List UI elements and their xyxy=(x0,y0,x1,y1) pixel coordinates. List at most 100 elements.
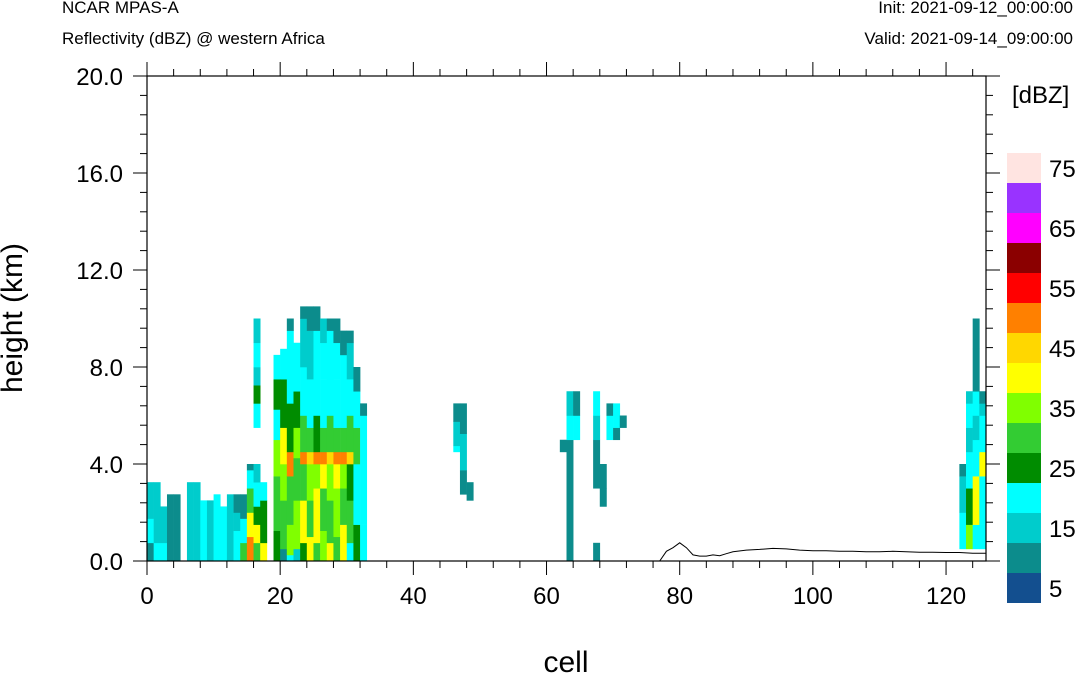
reflectivity-cell xyxy=(326,500,334,544)
reflectivity-cell xyxy=(346,379,354,416)
y-axis-title: height (km) xyxy=(0,243,29,393)
reflectivity-cell xyxy=(959,464,967,477)
reflectivity-cell xyxy=(300,451,308,465)
reflectivity-cell xyxy=(173,494,181,562)
reflectivity-cell xyxy=(300,318,308,368)
reflectivity-cell xyxy=(333,342,341,380)
colorbar-label: 5 xyxy=(1049,576,1062,603)
reflectivity-cell xyxy=(226,494,234,562)
colorbar-swatch xyxy=(1007,303,1041,333)
reflectivity-cell xyxy=(340,391,348,428)
reflectivity-cell xyxy=(599,464,607,489)
y-axis-ticks: 0.0 4.0 8.0 12.0 16.0 20.0 xyxy=(76,64,1000,576)
x-tick-label: 60 xyxy=(533,583,560,610)
y-tick-label: 16.0 xyxy=(76,161,123,188)
reflectivity-cell xyxy=(313,367,321,416)
reflectivity-cell xyxy=(346,500,354,544)
y-tick-label: 4.0 xyxy=(90,452,123,479)
reflectivity-cell xyxy=(326,330,334,368)
reflectivity-cell xyxy=(966,403,973,428)
reflectivity-cell xyxy=(253,464,261,483)
reflectivity-cell xyxy=(333,488,341,538)
reflectivity-cell xyxy=(240,518,248,544)
colorbar-swatch xyxy=(1007,273,1041,303)
reflectivity-cell xyxy=(306,330,314,380)
reflectivity-cell xyxy=(293,391,301,428)
reflectivity-cell xyxy=(340,451,348,465)
reflectivity-cell xyxy=(280,500,288,550)
colorbar-label: 45 xyxy=(1049,336,1076,363)
reflectivity-cell xyxy=(253,506,261,525)
reflectivity-cell xyxy=(306,464,314,501)
colorbar-label: 65 xyxy=(1049,216,1076,243)
reflectivity-cell xyxy=(320,318,328,344)
reflectivity-cell xyxy=(979,476,987,525)
reflectivity-cell xyxy=(286,451,294,477)
reflectivity-cell xyxy=(979,403,987,416)
x-tick-label: 80 xyxy=(666,583,693,610)
reflectivity-cell xyxy=(333,451,341,465)
reflectivity-cell xyxy=(972,348,980,392)
colorbar-swatch xyxy=(1007,393,1041,423)
reflectivity-cell xyxy=(340,464,348,489)
reflectivity-cell xyxy=(593,542,601,562)
colorbar-swatch xyxy=(1007,543,1041,573)
reflectivity-cell xyxy=(253,403,261,428)
reflectivity-cell xyxy=(966,391,973,404)
reflectivity-cell xyxy=(233,530,241,562)
reflectivity-cell xyxy=(293,548,301,562)
colorbar-swatch xyxy=(1007,183,1041,213)
reflectivity-cell xyxy=(246,470,254,489)
colorbar-label: 25 xyxy=(1049,456,1076,483)
x-axis-ticks: 0 20 40 60 80 100 120 xyxy=(140,62,974,610)
reflectivity-cell xyxy=(306,451,314,465)
reflectivity-cell xyxy=(353,391,361,428)
reflectivity-cell xyxy=(966,451,973,489)
reflectivity-cell xyxy=(972,439,980,477)
reflectivity-cell xyxy=(320,342,328,380)
reflectivity-cell xyxy=(313,330,321,368)
reflectivity-cell xyxy=(320,464,328,489)
reflectivity-cell xyxy=(360,488,368,525)
x-tick-label: 0 xyxy=(140,583,153,610)
reflectivity-cell xyxy=(340,427,348,453)
reflectivity-cell xyxy=(300,367,308,416)
reflectivity-cell xyxy=(293,427,301,459)
reflectivity-cell xyxy=(186,482,194,562)
colorbar-label: 15 xyxy=(1049,516,1076,543)
reflectivity-cell xyxy=(286,318,294,331)
colorbar-swatch xyxy=(1007,243,1041,273)
reflectivity-cell xyxy=(320,451,328,465)
reflectivity-cell xyxy=(573,391,581,416)
reflectivity-cell xyxy=(273,409,281,441)
reflectivity-cell xyxy=(280,464,288,501)
reflectivity-cell xyxy=(273,354,281,380)
reflectivity-cell xyxy=(593,415,601,441)
reflectivity-cell xyxy=(313,415,321,453)
reflectivity-cell xyxy=(353,464,361,525)
reflectivity-cell xyxy=(253,524,261,544)
reflectivity-cell xyxy=(260,482,268,501)
colorbar-label: 35 xyxy=(1049,396,1076,423)
reflectivity-cell xyxy=(233,494,241,513)
colorbar-swatch xyxy=(1007,153,1041,183)
y-tick-label: 12.0 xyxy=(76,258,123,285)
reflectivity-cell xyxy=(360,403,368,416)
reflectivity-cell xyxy=(253,385,261,404)
y-tick-label: 8.0 xyxy=(90,355,123,382)
colorbar-swatch xyxy=(1007,483,1041,513)
reflectivity-cell xyxy=(320,427,328,453)
reflectivity-cell xyxy=(253,542,261,562)
reflectivity-cell xyxy=(286,476,294,525)
reflectivity-cell xyxy=(613,403,621,428)
reflectivity-cell xyxy=(566,439,574,562)
reflectivity-cell xyxy=(293,500,301,550)
reflectivity-cell xyxy=(200,500,208,562)
reflectivity-cell xyxy=(280,548,288,562)
reflectivity-cell xyxy=(613,427,621,441)
reflectivity-cell xyxy=(320,379,328,428)
reflectivity-cell xyxy=(253,482,261,507)
reflectivity-cell xyxy=(293,457,301,501)
reflectivity-cell xyxy=(333,379,341,428)
